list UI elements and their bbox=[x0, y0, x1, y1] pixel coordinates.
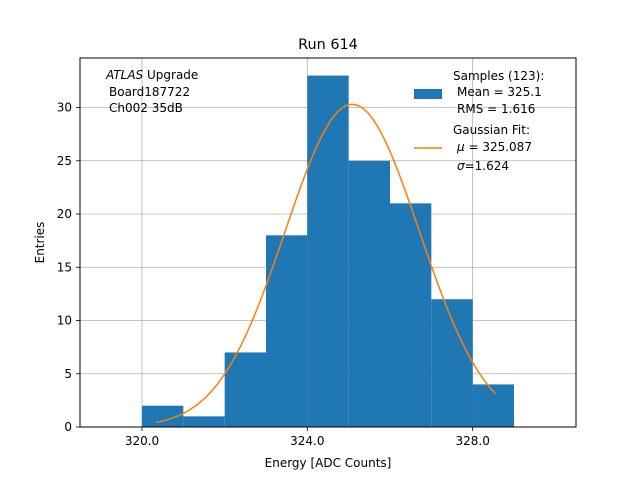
y-axis-label: Entries bbox=[33, 222, 47, 264]
legend-fit-sigma-value: =1.624 bbox=[465, 159, 509, 173]
chart-title: Run 614 bbox=[298, 37, 358, 53]
legend-fit-mu-symbol: μ bbox=[456, 140, 465, 154]
atlas-annotation: ATLAS Upgrade Board187722 Ch002 35dB bbox=[105, 68, 198, 115]
plot-area-frame bbox=[79, 57, 577, 428]
legend-hist-title: Samples (123): bbox=[453, 69, 544, 83]
legend-hist-rms: RMS = 1.616 bbox=[457, 102, 535, 116]
y-tick-label-2: 10 bbox=[57, 314, 72, 328]
legend-fit-mu-value: = 325.087 bbox=[465, 140, 532, 154]
gaussian-fit-curve bbox=[156, 103, 496, 424]
svg-text:ATLAS Upgrade: ATLAS Upgrade bbox=[105, 68, 198, 82]
y-tick-label-6: 30 bbox=[57, 101, 72, 115]
histogram-bar-1 bbox=[183, 416, 225, 427]
histogram-bar-6 bbox=[390, 203, 432, 427]
x-axis-label: Energy [ADC Counts] bbox=[265, 456, 392, 470]
histogram-bar-3 bbox=[266, 235, 308, 427]
x-tick-label-2: 328.0 bbox=[455, 434, 489, 448]
y-tick-label-4: 20 bbox=[57, 207, 72, 221]
annotation-board: Board187722 bbox=[109, 85, 190, 99]
y-axis-ticks: 0 5 10 15 20 25 30 bbox=[57, 101, 80, 434]
legend-fit-sigma-symbol: σ bbox=[457, 159, 465, 173]
svg-text:σ=1.624: σ=1.624 bbox=[457, 159, 509, 173]
y-tick-label-1: 5 bbox=[64, 367, 72, 381]
histogram-bar-5 bbox=[348, 160, 390, 427]
svg-text:μ = 325.087: μ = 325.087 bbox=[456, 140, 532, 154]
annotation-italic: ATLAS bbox=[105, 68, 144, 82]
legend: Samples (123): Mean = 325.1 RMS = 1.616 … bbox=[414, 69, 544, 173]
histogram-bar-0 bbox=[142, 405, 184, 427]
legend-histogram-swatch bbox=[414, 89, 442, 99]
y-tick-label-5: 25 bbox=[57, 154, 72, 168]
annotation-rest: Upgrade bbox=[143, 68, 198, 82]
y-tick-label-0: 0 bbox=[64, 420, 72, 434]
histogram-bar-4 bbox=[307, 75, 349, 428]
legend-fit-title: Gaussian Fit: bbox=[453, 123, 530, 137]
histogram-bar-2 bbox=[224, 352, 266, 427]
x-axis-ticks: 320.0 324.0 328.0 bbox=[125, 427, 490, 448]
y-tick-label-3: 15 bbox=[57, 260, 72, 274]
fit-curve-path bbox=[156, 103, 496, 424]
x-tick-label-0: 320.0 bbox=[125, 434, 159, 448]
annotation-channel: Ch002 35dB bbox=[109, 101, 183, 115]
x-tick-label-1: 324.0 bbox=[290, 434, 324, 448]
legend-hist-mean: Mean = 325.1 bbox=[457, 85, 542, 99]
histogram-bars bbox=[142, 75, 514, 428]
